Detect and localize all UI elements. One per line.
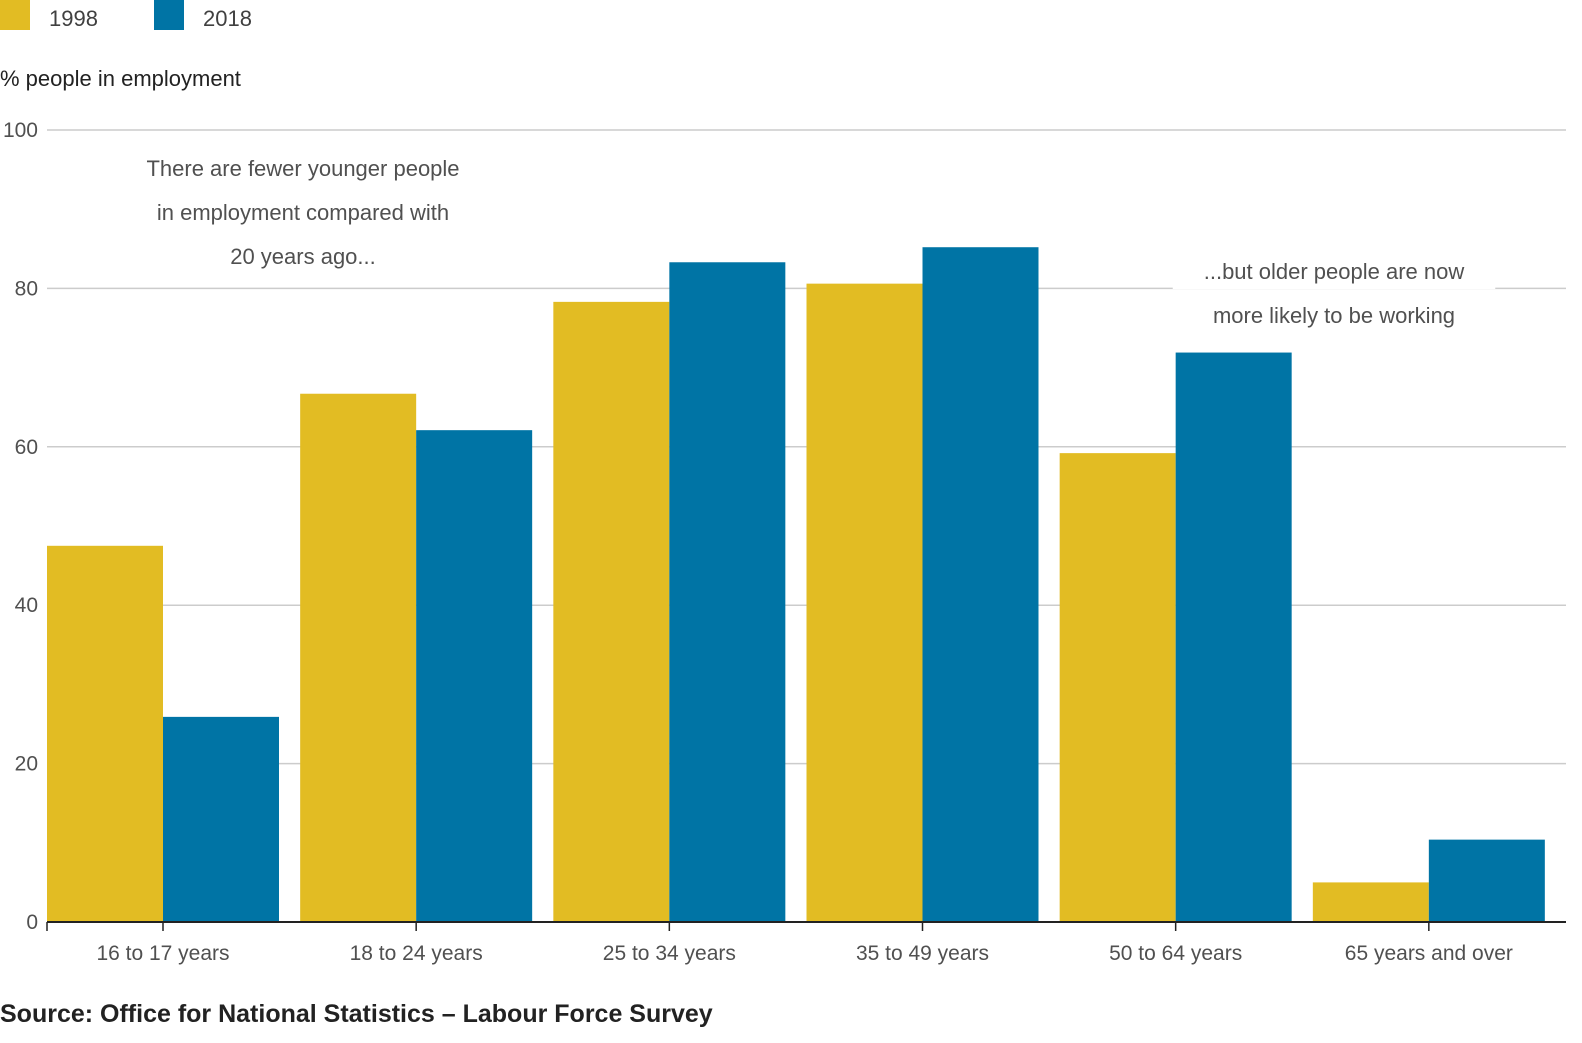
- annotation-2-line-1: ...but older people are now: [1204, 259, 1465, 284]
- annotation-2-bg-2: [1184, 301, 1484, 333]
- bar-2018-6: [1428, 839, 1545, 922]
- annotation-2-line-2: more likely to be working: [1213, 303, 1455, 328]
- bar-2018-5: [1175, 352, 1292, 922]
- y-axis-label: % people in employment: [0, 66, 241, 91]
- annotation-1-line-3: 20 years ago...: [230, 244, 376, 269]
- x-tick-label-2: 18 to 24 years: [350, 942, 483, 965]
- y-tick-label-0: 0: [26, 911, 38, 934]
- bar-1998-5: [1059, 453, 1176, 922]
- bar-2018-4: [922, 247, 1039, 922]
- legend-swatch-2018: [154, 0, 184, 30]
- annotation-1-bg-1: [124, 154, 482, 186]
- annotation-1-line-1: There are fewer younger people: [146, 156, 459, 181]
- y-tick-label-40: 40: [15, 594, 38, 617]
- annotation-1-bg-2: [141, 198, 465, 230]
- y-tick-label-20: 20: [15, 753, 38, 776]
- y-tick-label-60: 60: [15, 436, 38, 459]
- x-tick-label-6: 65 years and over: [1345, 942, 1513, 965]
- annotation-2-bg-1: [1172, 257, 1496, 289]
- x-tick-label-5: 50 to 64 years: [1109, 942, 1242, 965]
- y-tick-label-100: 100: [3, 119, 38, 142]
- bar-2018-2: [416, 430, 533, 922]
- bar-chart: 0 20 40 60 80 100 16 to 17 years 18 to 24 years…: [3, 119, 1566, 965]
- x-tick-label-4: 35 to 49 years: [856, 942, 989, 965]
- bar-2018-3: [669, 262, 786, 922]
- legend-label-2018: 2018: [203, 6, 252, 31]
- bar-1998-3: [553, 301, 670, 922]
- x-tick-label-3: 25 to 34 years: [603, 942, 736, 965]
- annotation-1-bg-3: [210, 242, 396, 274]
- source-note: Source: Office for National Statistics –…: [0, 1000, 713, 1028]
- bar-2018-1: [163, 716, 279, 922]
- y-tick-label-80: 80: [15, 277, 38, 300]
- bar-1998-2: [300, 393, 417, 923]
- bar-1998-1: [47, 545, 163, 922]
- x-tick-label-1: 16 to 17 years: [96, 942, 229, 965]
- annotation-1-line-2: in employment compared with: [157, 200, 449, 225]
- legend-swatch-1998: [0, 0, 30, 30]
- bar-1998-4: [806, 283, 923, 922]
- legend-label-1998: 1998: [49, 6, 98, 31]
- bar-1998-6: [1312, 882, 1429, 922]
